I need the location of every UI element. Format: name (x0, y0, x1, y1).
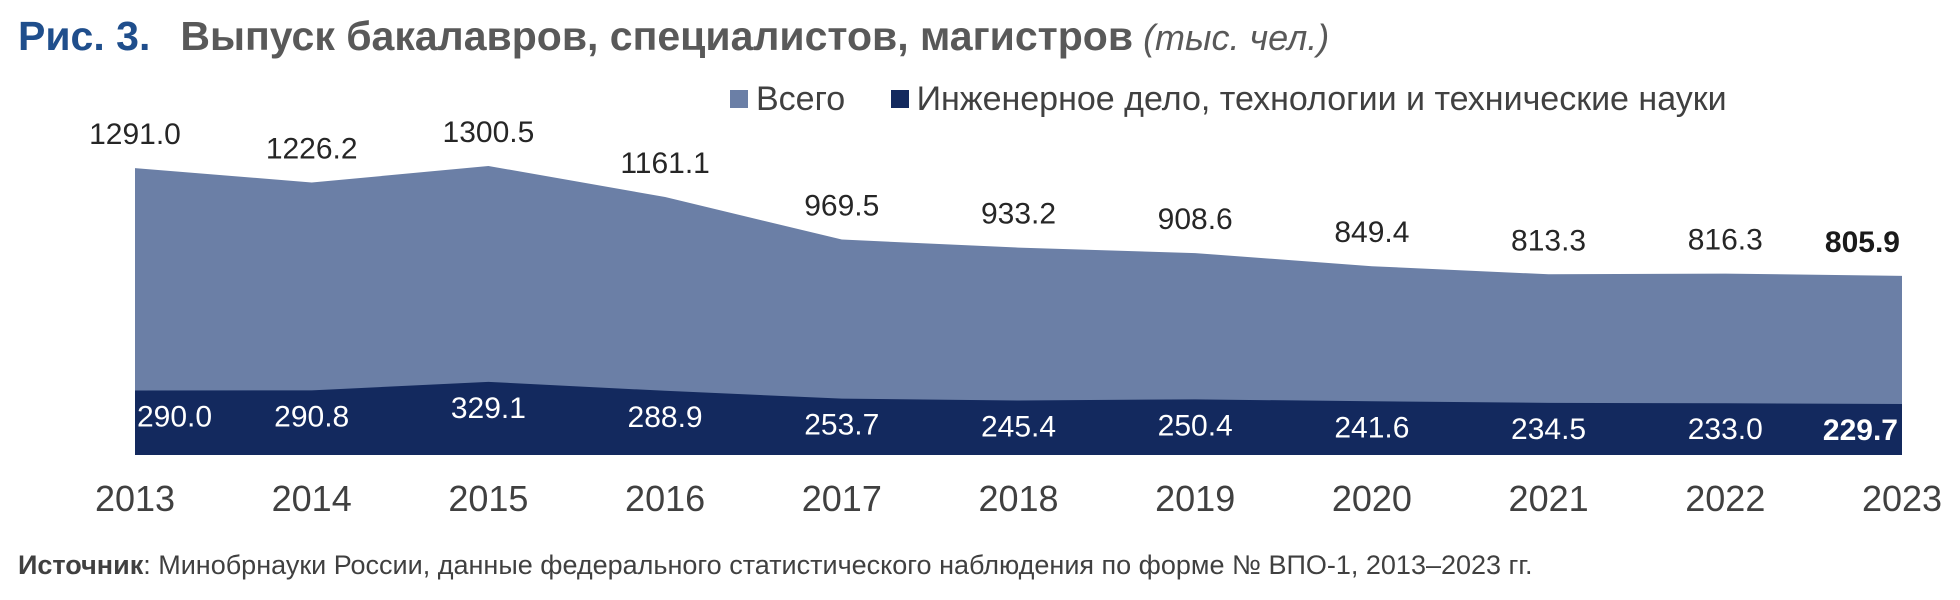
x-tick-label: 2020 (1332, 478, 1412, 519)
x-tick-label: 2018 (978, 478, 1058, 519)
title-main: Выпуск бакалавров, специалистов, магистр… (180, 13, 1134, 59)
data-label-total: 933.2 (981, 198, 1056, 231)
data-label-total: 813.3 (1511, 224, 1586, 257)
data-label-engineering: 229.7 (1823, 414, 1898, 447)
data-label-engineering: 233.0 (1688, 413, 1763, 446)
source-text: : Минобрнауки России, данные федеральног… (143, 550, 1533, 580)
data-label-engineering: 234.5 (1511, 413, 1586, 446)
legend-swatch-engineering (890, 90, 909, 108)
x-tick-label: 2014 (272, 478, 352, 519)
data-label-total: 805.9 (1825, 226, 1900, 259)
source-label: Источник (18, 550, 144, 580)
data-label-total: 816.3 (1688, 224, 1763, 257)
title-unit: (тыс. чел.) (1143, 17, 1330, 58)
data-label-engineering: 290.8 (274, 400, 349, 433)
x-tick-label: 2019 (1155, 478, 1235, 519)
legend-item-total: Всего (730, 80, 845, 119)
x-tick-label: 2017 (802, 478, 882, 519)
legend-label-engineering: Инженерное дело, технологии и технически… (916, 79, 1727, 118)
data-label-total: 1300.5 (443, 116, 535, 149)
figure-label: Рис. 3. (18, 13, 151, 59)
data-label-engineering: 253.7 (804, 409, 879, 442)
data-label-total: 1291.0 (89, 118, 181, 151)
data-label-total: 969.5 (804, 190, 879, 223)
x-tick-label: 2015 (448, 478, 528, 519)
x-tick-label: 2023 (1862, 478, 1942, 519)
legend: Всего Инженерное дело, технологии и техн… (730, 78, 1763, 119)
x-tick-label: 2021 (1509, 478, 1589, 519)
data-label-engineering: 241.6 (1334, 411, 1409, 444)
data-label-engineering: 250.4 (1158, 409, 1233, 442)
data-label-total: 1161.1 (620, 147, 710, 180)
data-label-engineering: 288.9 (628, 401, 703, 434)
series-area-engineering (135, 381, 1902, 455)
legend-label-total: Всего (756, 79, 846, 118)
data-label-engineering: 245.4 (981, 410, 1056, 443)
data-label-total: 1226.2 (266, 133, 358, 166)
chart-title: Рис. 3. Выпуск бакалавров, специалистов, … (18, 10, 1329, 64)
data-label-engineering: 329.1 (451, 392, 526, 425)
x-tick-label: 2022 (1685, 478, 1765, 519)
x-tick-label: 2016 (625, 478, 705, 519)
data-label-engineering: 290.0 (137, 401, 212, 434)
data-label-total: 908.6 (1158, 203, 1233, 236)
legend-swatch-total (730, 90, 748, 108)
source-note: Источник: Минобрнауки России, данные фед… (18, 550, 1532, 581)
legend-item-engineering: Инженерное дело, технологии и технически… (890, 79, 1727, 119)
series-area-total (135, 166, 1902, 455)
x-tick-label: 2013 (95, 478, 175, 519)
data-label-total: 849.4 (1334, 216, 1409, 249)
